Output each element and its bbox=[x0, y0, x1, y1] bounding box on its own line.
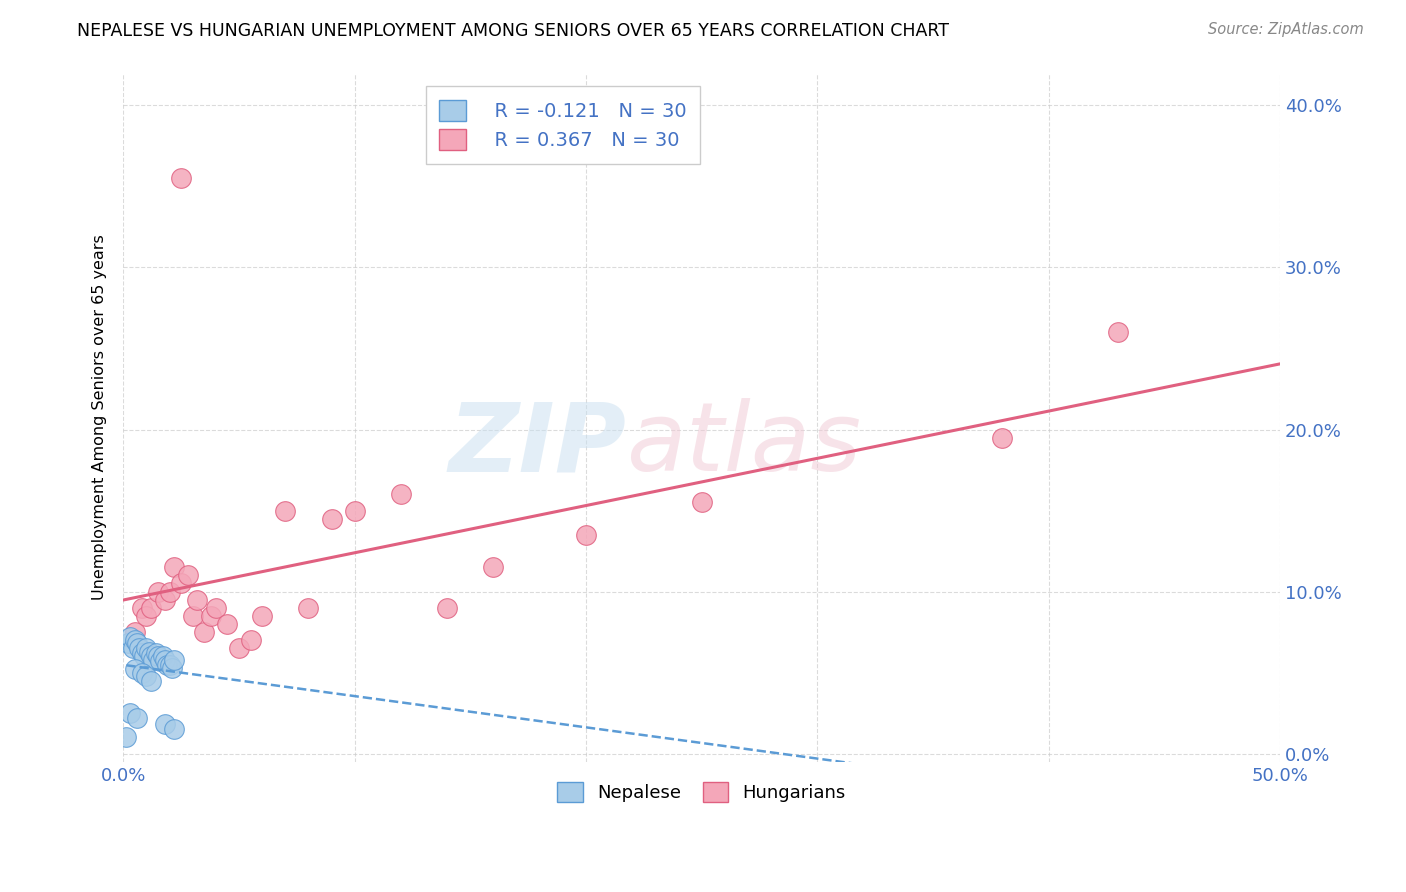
Point bbox=[120, 706, 142, 720]
Point bbox=[149, 654, 172, 668]
Point bbox=[131, 665, 153, 680]
Point bbox=[436, 600, 458, 615]
Point bbox=[135, 669, 157, 683]
Point bbox=[139, 600, 162, 615]
Point bbox=[200, 608, 222, 623]
Point bbox=[205, 600, 228, 615]
Point bbox=[152, 649, 174, 664]
Y-axis label: Unemployment Among Seniors over 65 years: Unemployment Among Seniors over 65 years bbox=[93, 235, 107, 600]
Point bbox=[170, 576, 193, 591]
Text: NEPALESE VS HUNGARIAN UNEMPLOYMENT AMONG SENIORS OVER 65 YEARS CORRELATION CHART: NEPALESE VS HUNGARIAN UNEMPLOYMENT AMONG… bbox=[77, 22, 949, 40]
Point bbox=[170, 171, 193, 186]
Point bbox=[124, 633, 146, 648]
Point bbox=[217, 617, 239, 632]
Point bbox=[160, 661, 183, 675]
Point bbox=[250, 608, 273, 623]
Point bbox=[114, 731, 136, 745]
Point bbox=[127, 636, 149, 650]
Point bbox=[135, 608, 157, 623]
Point bbox=[139, 673, 162, 688]
Point bbox=[186, 592, 208, 607]
Point bbox=[482, 560, 505, 574]
Text: ZIP: ZIP bbox=[449, 399, 627, 491]
Point bbox=[131, 600, 153, 615]
Point bbox=[163, 653, 186, 667]
Point bbox=[146, 649, 169, 664]
Point bbox=[389, 487, 412, 501]
Point bbox=[124, 625, 146, 640]
Point bbox=[121, 641, 143, 656]
Point bbox=[128, 641, 150, 656]
Point bbox=[135, 641, 157, 656]
Point bbox=[134, 649, 156, 664]
Point bbox=[139, 649, 162, 664]
Point bbox=[153, 653, 176, 667]
Point bbox=[274, 503, 297, 517]
Point bbox=[120, 630, 142, 644]
Point bbox=[228, 641, 250, 656]
Point bbox=[321, 511, 343, 525]
Point bbox=[181, 608, 204, 623]
Point bbox=[153, 592, 176, 607]
Point bbox=[156, 657, 179, 672]
Text: Source: ZipAtlas.com: Source: ZipAtlas.com bbox=[1208, 22, 1364, 37]
Point bbox=[343, 503, 366, 517]
Point bbox=[146, 584, 169, 599]
Point bbox=[991, 431, 1014, 445]
Point bbox=[131, 646, 153, 660]
Point bbox=[163, 560, 186, 574]
Text: atlas: atlas bbox=[627, 399, 862, 491]
Point bbox=[575, 528, 598, 542]
Point bbox=[239, 633, 262, 648]
Point bbox=[138, 644, 160, 658]
Point bbox=[145, 646, 167, 660]
Point bbox=[690, 495, 713, 509]
Point bbox=[142, 653, 165, 667]
Point bbox=[297, 600, 319, 615]
Point bbox=[1107, 326, 1129, 340]
Point bbox=[163, 723, 186, 737]
Point bbox=[153, 717, 176, 731]
Point bbox=[117, 636, 139, 650]
Point bbox=[159, 657, 181, 672]
Point bbox=[159, 584, 181, 599]
Point bbox=[124, 662, 146, 676]
Point bbox=[193, 625, 215, 640]
Legend: Nepalese, Hungarians: Nepalese, Hungarians bbox=[546, 770, 859, 814]
Point bbox=[127, 711, 149, 725]
Point bbox=[177, 568, 200, 582]
